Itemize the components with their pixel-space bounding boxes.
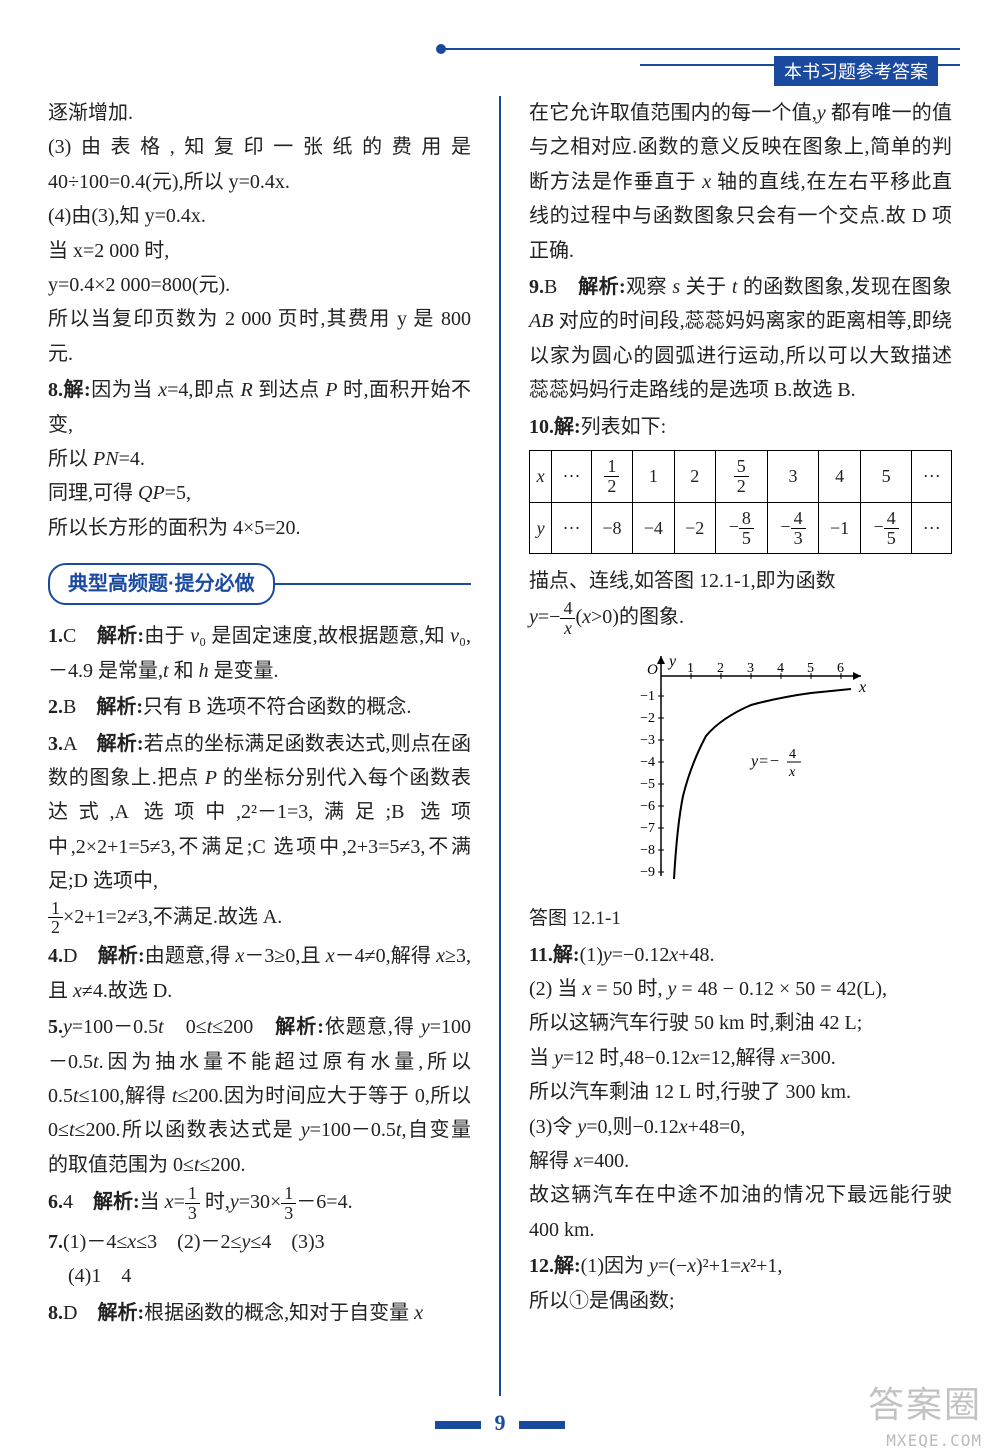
q3: 3.A 解析:若点的坐标满足函数表达式,则点在函数的图象上.把点 P 的坐标分别… bbox=[48, 727, 471, 899]
q8-line: 8.解:8.解:因为当 x=4,即点 R 到达点 P 时,面积开始不变,因为当 … bbox=[48, 373, 471, 442]
section-title: 典型高频题·提分必做 bbox=[48, 563, 275, 605]
text: (3)由表格,知复印一张纸的费用是 40÷100=0.4(元),所以 y=0.4… bbox=[48, 130, 471, 199]
function-graph-svg: y x O 12 34 56 −1−2 −3−4 −5− bbox=[611, 646, 871, 886]
page-number: 9 bbox=[495, 1410, 506, 1435]
text: 当 x=2 000 时, bbox=[48, 234, 471, 268]
q11c: 所以这辆汽车行驶 50 km 时,剩油 42 L; bbox=[529, 1006, 952, 1040]
q3b: 12×2+1=2≠3,不满足.故选 A. bbox=[48, 899, 471, 938]
q7: 7.(1)－4≤x≤3 (2)－2≤y≤4 (3)3 (4)1 4 bbox=[48, 1225, 471, 1294]
q11a: 11.解:(1)y=−0.12x+48. bbox=[529, 938, 952, 972]
footer-bar-left bbox=[435, 1421, 481, 1429]
column-divider bbox=[499, 96, 501, 1396]
text: y=0.4×2 000=800(元). bbox=[48, 268, 471, 302]
svg-text:−8: −8 bbox=[640, 843, 655, 858]
q11f: (3)令 y=0,则−0.12x+48=0, bbox=[529, 1110, 952, 1144]
q11h: 故这辆汽车在中途不加油的情况下最远能行驶 400 km. bbox=[529, 1178, 952, 1247]
q8d: 8.D 解析:根据函数的概念,知对于自变量 x bbox=[48, 1296, 471, 1330]
text: 所以当复印页数为 2 000 页时,其费用 y 是 800 元. bbox=[48, 302, 471, 371]
svg-text:y: y bbox=[667, 653, 677, 670]
text: 逐渐增加. bbox=[48, 96, 471, 130]
content-columns: 逐渐增加. (3)由表格,知复印一张纸的费用是 40÷100=0.4(元),所以… bbox=[48, 96, 952, 1396]
svg-text:−6: −6 bbox=[640, 799, 655, 814]
page-footer: 9 bbox=[0, 1410, 1000, 1436]
svg-text:−7: −7 bbox=[640, 821, 655, 836]
q9: 9.B 解析:观察 s 关于 t 的函数图象,发现在图象 AB 对应的时间段,蕊… bbox=[529, 270, 952, 408]
text: 同理,可得 QP=5, bbox=[48, 476, 471, 510]
footer-bar-right bbox=[519, 1421, 565, 1429]
q11e: 所以汽车剩油 12 L 时,行驶了 300 km. bbox=[529, 1075, 952, 1109]
section-header: 典型高频题·提分必做 bbox=[48, 563, 471, 605]
xy-table: x··· 12 12 52 345··· y··· −8−4−2 −85 −43… bbox=[529, 450, 952, 555]
q1: 1.C 解析:由于 v₀ 是固定速度,故根据题意,知 v₀,－4.9 是常量,t… bbox=[48, 619, 471, 688]
q11g: 解得 x=400. bbox=[529, 1144, 952, 1178]
q5: 5.y=100－0.5t 0≤t≤200 解析:依题意,得 y=100－0.5t… bbox=[48, 1010, 471, 1182]
q10c: y=−4x(x>0)的图象. bbox=[529, 599, 952, 638]
q4: 4.D 解析:由题意,得 x－3≥0,且 x－4≠0,解得 x≥3,且 x≠4.… bbox=[48, 939, 471, 1008]
header-label: 本书习题参考答案 bbox=[774, 56, 938, 86]
graph-caption: 答图 12.1-1 bbox=[529, 903, 952, 936]
svg-text:x: x bbox=[788, 765, 796, 780]
svg-text:−9: −9 bbox=[640, 865, 655, 880]
watermark: 答案圈 bbox=[868, 1376, 982, 1428]
q12: 12.解:(1)因为 y=(−x)²+1=x²+1, bbox=[529, 1249, 952, 1283]
table-row: y··· −8−4−2 −85 −43 −1 −45 ··· bbox=[530, 502, 952, 554]
svg-text:−1: −1 bbox=[640, 689, 655, 704]
q10b: 描点、连线,如答图 12.1-1,即为函数 bbox=[529, 564, 952, 598]
svg-text:O: O bbox=[647, 662, 658, 678]
svg-text:−2: −2 bbox=[640, 711, 655, 726]
q2: 2.B 解析:只有 B 选项不符合函数的概念. bbox=[48, 690, 471, 724]
q10a: 10.解:列表如下: bbox=[529, 410, 952, 444]
svg-text:y=−: y=− bbox=[749, 753, 780, 770]
text: 所以长方形的面积为 4×5=20. bbox=[48, 511, 471, 545]
section-tail bbox=[273, 583, 471, 585]
svg-text:4: 4 bbox=[789, 747, 796, 762]
q6: 6.4 解析:当 x=13 时,y=30×13－6=4. bbox=[48, 1184, 471, 1223]
svg-text:−4: −4 bbox=[640, 755, 655, 770]
header-line bbox=[440, 48, 960, 50]
watermark-sub: MXEQE.COM bbox=[886, 1431, 982, 1450]
graph: y x O 12 34 56 −1−2 −3−4 −5− bbox=[529, 646, 952, 897]
svg-text:x: x bbox=[858, 679, 866, 696]
table-row: x··· 12 12 52 345··· bbox=[530, 450, 952, 502]
q12b: 所以①是偶函数; bbox=[529, 1284, 952, 1318]
text: (4)由(3),知 y=0.4x. bbox=[48, 199, 471, 233]
q11b: (2) 当 x = 50 时, y = 48 − 0.12 × 50 = 42(… bbox=[529, 972, 952, 1006]
svg-text:−3: −3 bbox=[640, 733, 655, 748]
text: 在它允许取值范围内的每一个值,y 都有唯一的值与之相对应.函数的意义反映在图象上… bbox=[529, 96, 952, 268]
q11d: 当 y=12 时,48−0.12x=12,解得 x=300. bbox=[529, 1041, 952, 1075]
left-column: 逐渐增加. (3)由表格,知复印一张纸的费用是 40÷100=0.4(元),所以… bbox=[48, 96, 471, 1396]
svg-text:−5: −5 bbox=[640, 777, 655, 792]
right-column: 在它允许取值范围内的每一个值,y 都有唯一的值与之相对应.函数的意义反映在图象上… bbox=[529, 96, 952, 1396]
text: 所以 PN=4. bbox=[48, 442, 471, 476]
